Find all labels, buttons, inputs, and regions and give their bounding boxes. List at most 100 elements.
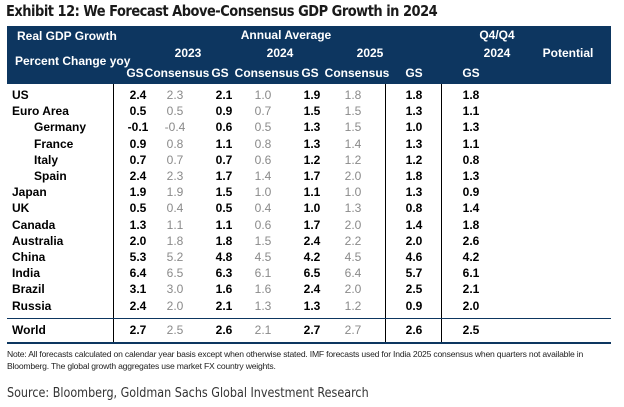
consensus-value: 1.6 (254, 282, 272, 297)
consensus-value: 1.0 (254, 185, 272, 200)
consensus-value: 0.6 (254, 152, 272, 167)
consensus-value: 4.5 (344, 250, 362, 264)
table-row: China 5.3 5.2 4.8 4.5 4.2 4.5 4.6 4.2 (7, 249, 611, 265)
table-row: Japan 1.9 1.9 1.5 1.0 1.1 1.0 1.3 0.9 (7, 184, 611, 200)
header-gs-2023: GS (126, 66, 144, 80)
gs-value: 1.3 (129, 217, 147, 232)
table-row: France 0.9 0.8 1.1 0.8 1.3 1.4 1.3 1.1 (7, 136, 611, 152)
gs-value: 2.6 (462, 233, 480, 248)
row-label: UK (12, 201, 30, 216)
gs-value: 4.8 (215, 250, 233, 264)
gs-value: 1.3 (405, 185, 423, 200)
table-row: Australia 2.0 1.8 1.8 1.5 2.4 2.2 2.0 2.6 (7, 233, 611, 249)
gs-value: 2.4 (303, 282, 321, 297)
gs-value: 1.1 (303, 185, 321, 200)
consensus-value: 6.1 (254, 266, 272, 281)
consensus-value: 2.2 (344, 233, 362, 248)
row-label: Euro Area (12, 104, 69, 119)
row-label: France (34, 136, 74, 151)
table-row: Brazil 3.1 3.0 1.6 1.6 2.4 2.0 2.5 2.1 (7, 281, 611, 297)
gs-value: -0.1 (127, 120, 149, 135)
consensus-value: 1.0 (344, 185, 362, 200)
header-year-2025: 2025 (356, 46, 384, 60)
gs-value: 1.3 (405, 104, 423, 119)
consensus-value: 2.5 (166, 323, 184, 337)
gs-value: 2.5 (405, 282, 423, 297)
gs-value: 1.1 (462, 104, 480, 119)
consensus-value: 1.8 (166, 233, 184, 248)
consensus-value: 1.4 (254, 169, 272, 183)
gs-value: 0.5 (129, 104, 147, 119)
gs-value: 2.7 (303, 323, 321, 337)
gs-value: 1.8 (405, 169, 423, 183)
gs-value: 2.5 (462, 323, 480, 337)
gs-value: 1.5 (303, 104, 321, 119)
row-label: World (12, 323, 46, 337)
header-year-2024: 2024 (266, 46, 294, 60)
header-gs-2024: GS (211, 66, 229, 80)
gs-value: 6.4 (129, 266, 147, 281)
gs-value: 1.2 (405, 152, 423, 167)
gs-value: 0.6 (215, 120, 233, 135)
gs-value: 0.5 (129, 201, 147, 216)
gs-value: 6.5 (303, 266, 321, 281)
table-note: Note: All forecasts calculated on calend… (7, 349, 584, 371)
gs-value: 2.0 (405, 233, 423, 248)
gs-value: 0.8 (405, 201, 423, 216)
gs-value: 1.7 (215, 169, 233, 183)
consensus-value: 1.4 (344, 136, 362, 151)
gs-value: 0.7 (215, 152, 233, 167)
gs-value: 1.2 (303, 152, 321, 167)
gs-value: 2.4 (129, 88, 147, 102)
table-row: World 2.7 2.5 2.6 2.1 2.7 2.7 2.6 2.5 (7, 322, 611, 338)
table-row: UK 0.5 0.4 0.5 0.4 1.0 1.3 0.8 1.4 (7, 200, 611, 216)
consensus-value: 0.6 (254, 217, 272, 232)
gs-value: 0.7 (129, 152, 147, 167)
consensus-value: 0.7 (254, 104, 272, 119)
row-label: Spain (34, 169, 67, 183)
gs-value: 1.9 (303, 88, 321, 102)
consensus-value: 5.2 (166, 250, 184, 264)
consensus-value: 0.8 (254, 136, 272, 151)
column-divider (441, 84, 442, 343)
gs-value: 0.9 (405, 298, 423, 313)
row-label: Japan (12, 185, 47, 200)
source-line: Source: Bloomberg, Goldman Sachs Global … (7, 386, 369, 401)
header-year-2023: 2023 (174, 46, 202, 60)
header-real-gdp-growth: Real GDP Growth (17, 29, 117, 43)
gs-value: 5.3 (129, 250, 147, 264)
gs-value: 2.4 (303, 233, 321, 248)
gs-value: 0.5 (215, 201, 233, 216)
gs-value: 1.8 (215, 233, 233, 248)
header-gs-potential: GS (462, 66, 480, 80)
table-row: Euro Area 0.5 0.5 0.9 0.7 1.5 1.5 1.3 1.1 (7, 103, 611, 119)
consensus-value: 0.7 (166, 152, 184, 167)
gs-value: 1.3 (303, 298, 321, 313)
table-row: Germany -0.1 -0.4 0.6 0.5 1.3 1.5 1.0 1.3 (7, 119, 611, 135)
consensus-value: -0.4 (164, 120, 186, 135)
consensus-value: 1.3 (254, 298, 272, 313)
consensus-value: 2.0 (166, 298, 184, 313)
consensus-value: 1.8 (344, 88, 362, 102)
header-q4q4: Q4/Q4 (479, 28, 515, 42)
consensus-value: 1.5 (344, 120, 362, 135)
row-label: Brazil (12, 282, 45, 297)
table-row: Spain 2.4 2.3 1.7 1.4 1.7 2.0 1.8 1.3 (7, 168, 611, 184)
header-consensus-2025: Consensus (324, 66, 390, 80)
gs-value: 1.7 (303, 169, 321, 183)
gs-value: 0.9 (462, 185, 480, 200)
consensus-value: 1.3 (344, 201, 362, 216)
gs-value: 2.0 (462, 298, 480, 313)
consensus-value: 1.5 (254, 233, 272, 248)
gs-value: 1.8 (462, 217, 480, 232)
header-consensus-2023: Consensus (144, 66, 210, 80)
world-separator (7, 318, 611, 319)
gs-value: 1.8 (462, 88, 480, 102)
consensus-value: 1.1 (166, 217, 184, 232)
row-label: Canada (12, 217, 56, 232)
row-label: India (12, 266, 41, 281)
gs-value: 2.4 (129, 298, 147, 313)
gs-value: 2.6 (215, 323, 233, 337)
gs-value: 1.3 (462, 169, 480, 183)
header-q4-year: 2024 (483, 46, 511, 60)
